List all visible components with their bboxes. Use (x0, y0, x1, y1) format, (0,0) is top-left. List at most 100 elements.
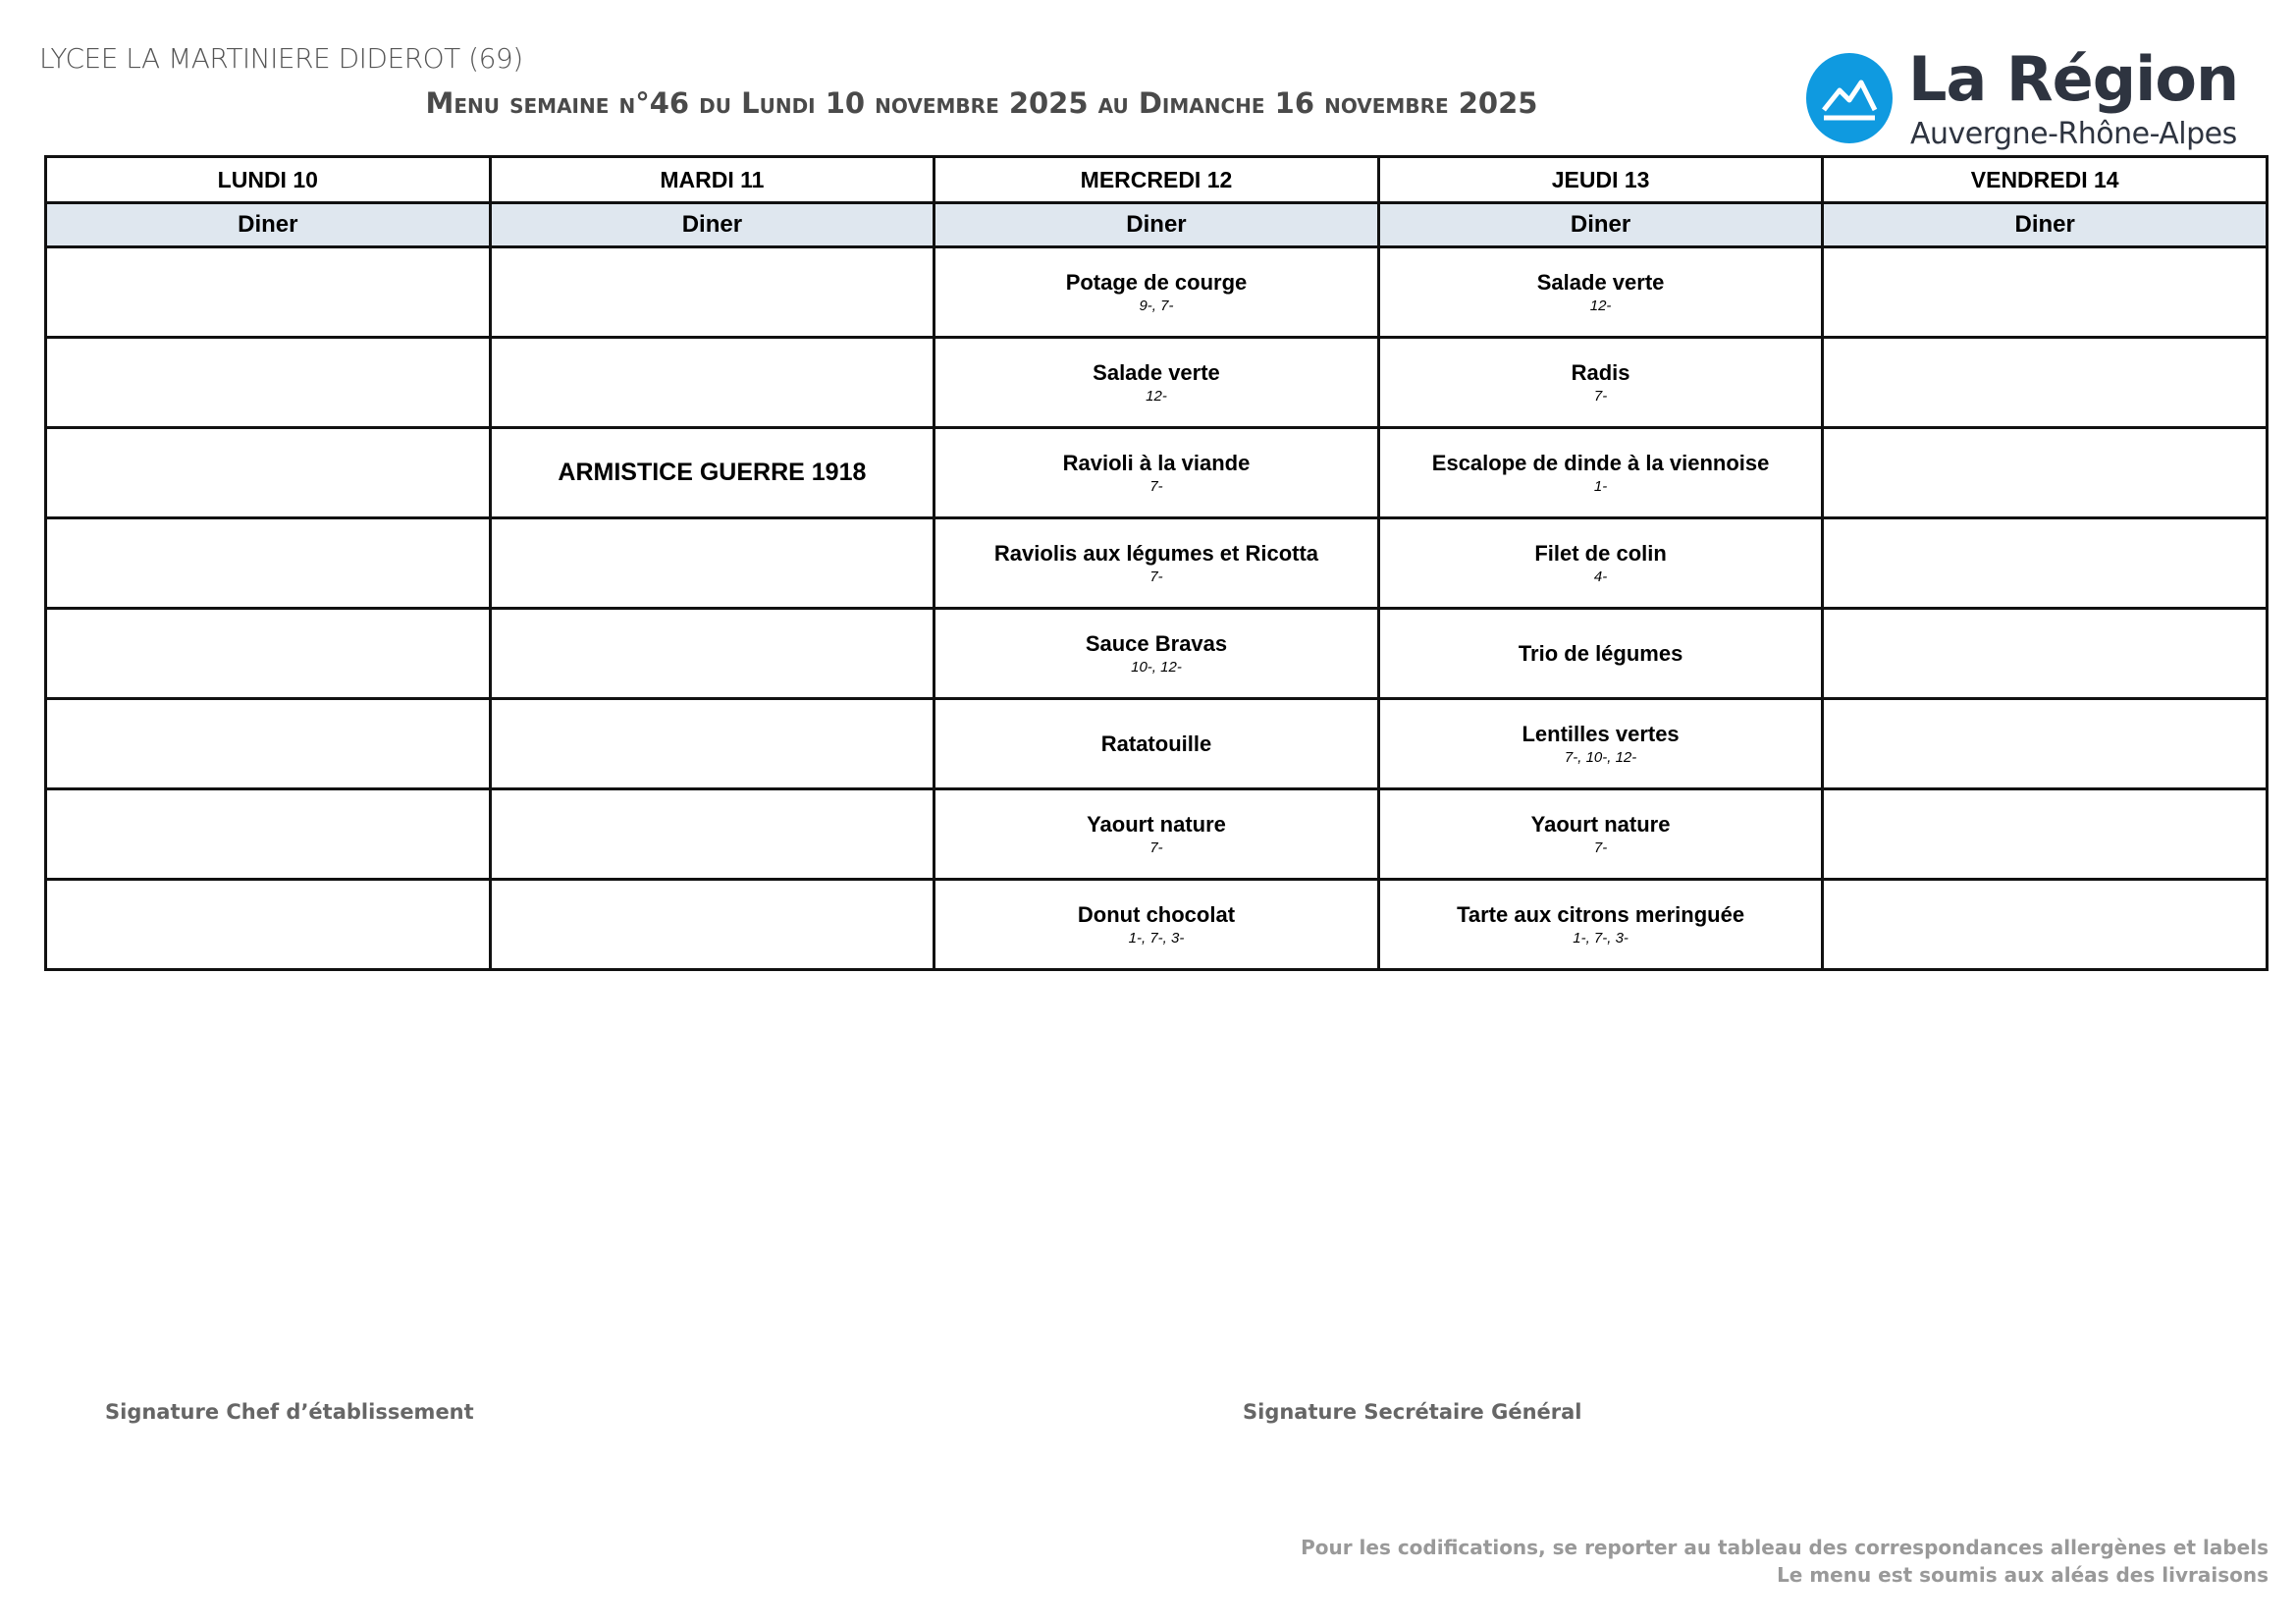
menu-cell (1821, 245, 2269, 339)
menu-cell: Filet de colin 4- (1376, 516, 1825, 610)
day-header: MARDI 11 (488, 155, 936, 204)
dish-allergens: 7- (1149, 568, 1163, 585)
dish-allergens: 7-, 10-, 12- (1564, 748, 1637, 766)
dish-name: Escalope de dinde à la viennoise (1431, 450, 1770, 475)
dish-allergens: 7- (1149, 839, 1163, 856)
signature-chef: Signature Chef d’établissement (105, 1400, 474, 1424)
menu-cell: Escalope de dinde à la viennoise 1- (1376, 426, 1825, 519)
day-header: MERCREDI 12 (933, 155, 1380, 204)
menu-cell: ARMISTICE GUERRE 1918 (488, 426, 936, 519)
dish-allergens: 7- (1149, 477, 1163, 495)
dish-allergens: 1-, 7-, 3- (1573, 929, 1629, 947)
menu-cell (44, 426, 492, 519)
menu-cell (488, 878, 936, 971)
menu-cell (44, 878, 492, 971)
menu-cell (1821, 516, 2269, 610)
menu-cell: Yaourt nature 7- (1376, 787, 1825, 881)
menu-cell (1821, 336, 2269, 429)
holiday-note: ARMISTICE GUERRE 1918 (558, 459, 867, 486)
signature-secretaire: Signature Secrétaire Général (1243, 1400, 1582, 1424)
menu-row: Sauce Bravas 10-, 12- Trio de légumes (44, 607, 2269, 700)
menu-cell: Ratatouille (933, 697, 1380, 790)
menu-table: LUNDI 10 MARDI 11 MERCREDI 12 JEUDI 13 V… (44, 155, 2269, 971)
dish-name: Salade verte (1093, 359, 1220, 385)
meal-header: Diner (1821, 201, 2269, 248)
page-title: Menu semaine n°46 du Lundi 10 novembre 2… (425, 86, 1538, 120)
dish-allergens: 1- (1593, 477, 1608, 495)
menu-cell: Yaourt nature 7- (933, 787, 1380, 881)
dish-allergens: 12- (1589, 297, 1612, 314)
menu-cell (44, 336, 492, 429)
menu-cell: Donut chocolat 1-, 7-, 3- (933, 878, 1380, 971)
menu-cell (44, 245, 492, 339)
menu-row: Potage de courge 9-, 7- Salade verte 12- (44, 245, 2269, 339)
dish-name: Potage de courge (1065, 269, 1248, 295)
dish-name: Filet de colin (1534, 540, 1667, 566)
menu-cell (44, 697, 492, 790)
logo-sub-text: Auvergne-Rhône-Alpes (1910, 117, 2237, 151)
dish-allergens: 12- (1146, 387, 1167, 405)
menu-cell (488, 697, 936, 790)
menu-cell (44, 607, 492, 700)
menu-cell: Potage de courge 9-, 7- (933, 245, 1380, 339)
menu-cell: Salade verte 12- (1376, 245, 1825, 339)
menu-cell (1821, 878, 2269, 971)
dish-name: Tarte aux citrons meringuée (1457, 901, 1745, 927)
menu-row: Ratatouille Lentilles vertes 7-, 10-, 12- (44, 697, 2269, 790)
menu-cell: Trio de légumes (1376, 607, 1825, 700)
dish-allergens: 10-, 12- (1131, 658, 1182, 676)
dish-name: Donut chocolat (1077, 901, 1236, 927)
meal-header: Diner (1376, 201, 1825, 248)
day-header-row: LUNDI 10 MARDI 11 MERCREDI 12 JEUDI 13 V… (44, 155, 2269, 204)
dish-name: Lentilles vertes (1522, 721, 1680, 746)
dish-name: Raviolis aux légumes et Ricotta (993, 540, 1319, 566)
day-header: LUNDI 10 (44, 155, 492, 204)
day-header: VENDREDI 14 (1821, 155, 2269, 204)
meal-header-row: Diner Diner Diner Diner Diner (44, 201, 2269, 248)
meal-header: Diner (933, 201, 1380, 248)
menu-cell: Radis 7- (1376, 336, 1825, 429)
dish-name: Trio de légumes (1518, 640, 1683, 666)
menu-row: Yaourt nature 7- Yaourt nature 7- (44, 787, 2269, 881)
region-logo: La Région Auvergne-Rhône-Alpes (1806, 47, 2277, 153)
menu-cell: Tarte aux citrons meringuée 1-, 7-, 3- (1376, 878, 1825, 971)
menu-cell (1821, 787, 2269, 881)
menu-cell: Salade verte 12- (933, 336, 1380, 429)
menu-cell (488, 787, 936, 881)
dish-name: Radis (1571, 359, 1630, 385)
menu-cell: Ravioli à la viande 7- (933, 426, 1380, 519)
menu-cell: Lentilles vertes 7-, 10-, 12- (1376, 697, 1825, 790)
dish-allergens: 1-, 7-, 3- (1128, 929, 1185, 947)
region-logo-icon (1806, 53, 1893, 143)
school-name: LYCEE LA MARTINIERE DIDEROT (69) (39, 42, 523, 75)
dish-allergens: 4- (1593, 568, 1608, 585)
dish-name: Yaourt nature (1530, 811, 1671, 837)
menu-cell: Raviolis aux légumes et Ricotta 7- (933, 516, 1380, 610)
dish-name: Yaourt nature (1087, 811, 1226, 837)
logo-main-text: La Région (1908, 43, 2239, 115)
dish-name: Salade verte (1536, 269, 1665, 295)
menu-body: Potage de courge 9-, 7- Salade verte 12- Sal… (44, 245, 2269, 971)
footer-note-deliveries: Le menu est soumis aux aléas des livrais… (1777, 1563, 2269, 1587)
dish-name: Ratatouille (1100, 731, 1212, 756)
menu-cell: Sauce Bravas 10-, 12- (933, 607, 1380, 700)
menu-cell (1821, 697, 2269, 790)
menu-row: Donut chocolat 1-, 7-, 3- Tarte aux citron… (44, 878, 2269, 971)
menu-cell (488, 516, 936, 610)
menu-cell (488, 245, 936, 339)
meal-header: Diner (44, 201, 492, 248)
menu-row: Salade verte 12- Radis 7- (44, 336, 2269, 429)
menu-cell (488, 607, 936, 700)
menu-cell (44, 787, 492, 881)
day-header: JEUDI 13 (1376, 155, 1825, 204)
footer-note-allergens: Pour les codifications, se reporter au t… (1301, 1536, 2269, 1559)
menu-cell (1821, 607, 2269, 700)
menu-cell (44, 516, 492, 610)
dish-allergens: 9-, 7- (1139, 297, 1174, 314)
menu-row: ARMISTICE GUERRE 1918 Ravioli à la viande… (44, 426, 2269, 519)
dish-name: Ravioli à la viande (1062, 450, 1251, 475)
dish-allergens: 7- (1593, 839, 1608, 856)
meal-header: Diner (488, 201, 936, 248)
menu-cell (488, 336, 936, 429)
menu-row: Raviolis aux légumes et Ricotta 7- Filet d… (44, 516, 2269, 610)
